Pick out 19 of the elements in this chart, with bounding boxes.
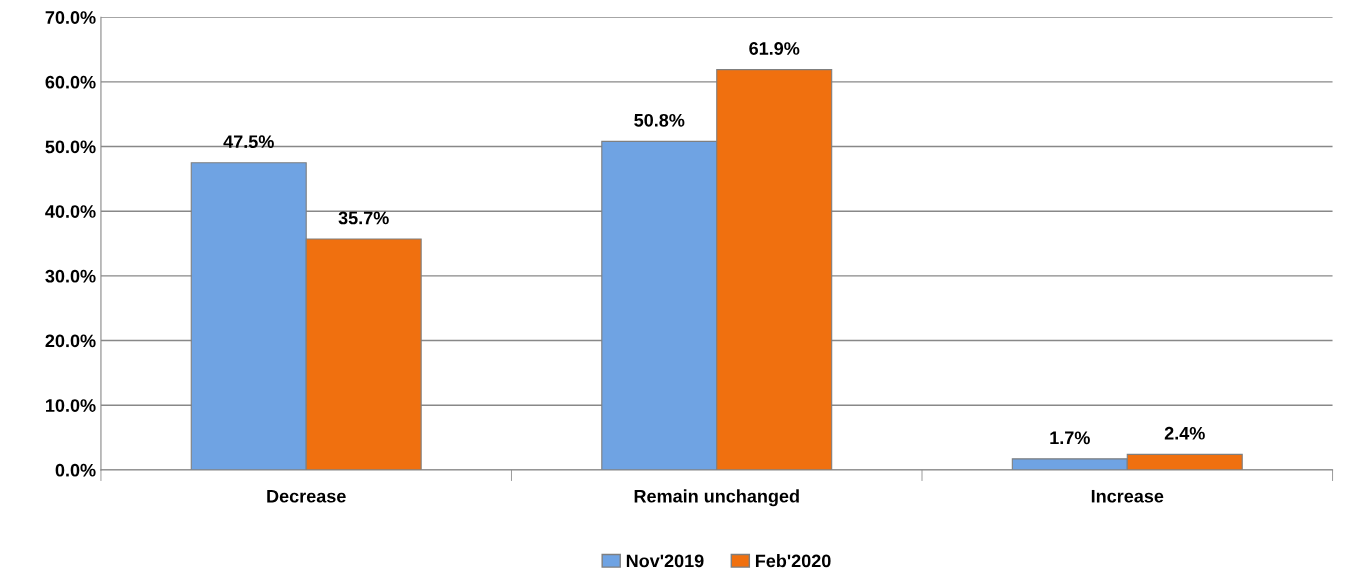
y-tick-label: 70.0% — [45, 11, 96, 24]
data-label: 2.4% — [1164, 426, 1205, 440]
x-tick-label: Remain unchanged — [634, 489, 799, 507]
data-label: 61.9% — [749, 42, 800, 55]
data-label: 50.8% — [634, 113, 685, 127]
y-tick-label: 20.0% — [45, 334, 96, 348]
y-tick-label: 50.0% — [45, 140, 96, 154]
x-tick-label: Decrease — [267, 489, 346, 503]
legend-label: Feb'2020 — [755, 554, 831, 568]
y-tick-label: 0.0% — [55, 463, 96, 477]
x-tick-label: Increase — [1091, 489, 1164, 503]
data-label: 47.5% — [223, 135, 274, 149]
y-tick-label: 30.0% — [45, 269, 96, 283]
data-label: 35.7% — [338, 211, 389, 225]
y-tick-label: 40.0% — [45, 205, 96, 218]
y-tick-label: 10.0% — [46, 399, 96, 412]
data-label: 1.7% — [1050, 431, 1090, 445]
legend-label: Nov'2019 — [626, 554, 704, 568]
y-tick-label: 60.0% — [45, 75, 96, 89]
